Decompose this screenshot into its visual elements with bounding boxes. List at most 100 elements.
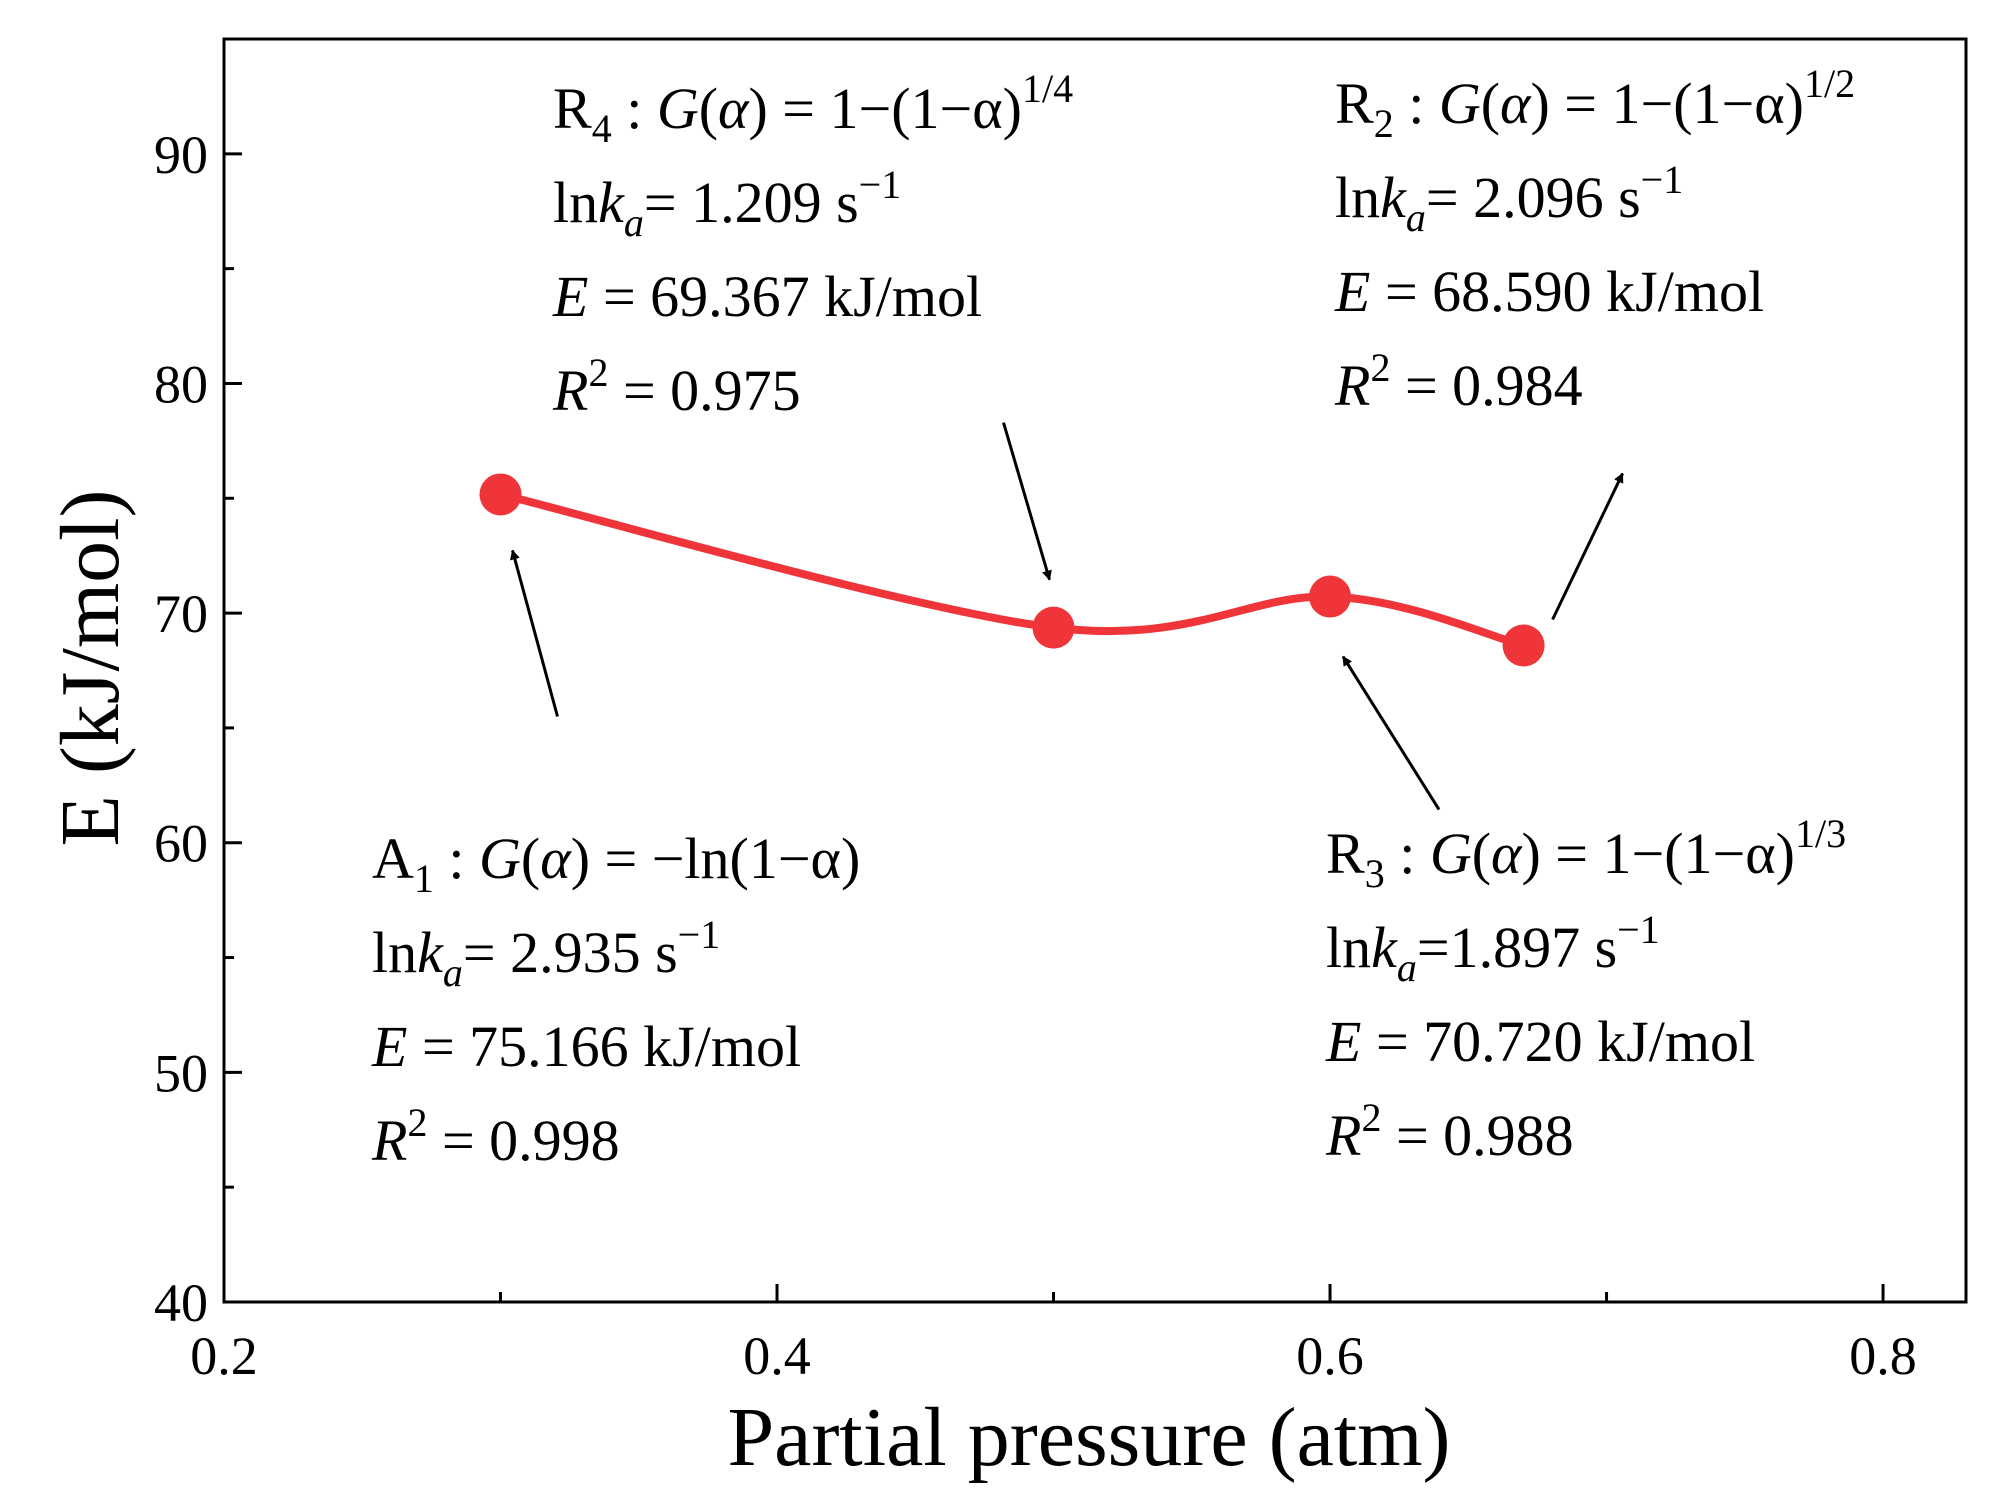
alpha-symbol: α <box>1500 71 1532 136</box>
x-tick-label: 0.8 <box>1849 1326 1917 1386</box>
g-symbol: G <box>1430 821 1472 886</box>
data-point <box>1502 624 1545 667</box>
r-exponent: 2 <box>1370 345 1390 390</box>
k-symbol: k <box>598 170 625 235</box>
model-subscript: 3 <box>1365 851 1385 896</box>
annotation-r2: R2 = 0.988 <box>1325 1095 1574 1168</box>
paren: ( <box>1472 821 1491 886</box>
y-tick-label: 80 <box>154 354 208 414</box>
e-symbol: E <box>552 264 588 329</box>
k-symbol: k <box>1380 165 1407 230</box>
annotation-layer: A1 : G(α) = −ln(1−α)lnka= 2.935 s−1E = 7… <box>371 61 1855 1173</box>
plot-layer: 0.2 0.4 0.6 0.8 40 50 60 70 80 90 <box>154 37 1968 1386</box>
r-symbol: R <box>552 358 588 423</box>
model-letter: R <box>1335 71 1374 136</box>
annotation-lnk: lnka= 2.935 s−1 <box>372 912 720 995</box>
e-value: = 70.720 kJ/mol <box>1361 1009 1755 1074</box>
g-exponent: 1/3 <box>1795 811 1846 856</box>
colon: : <box>612 76 657 141</box>
annotation-model: R2 : G(α) = 1−(1−α)1/2 <box>1335 61 1855 146</box>
annotation-arrow <box>510 549 559 717</box>
annotation-r2: R2 = 0.984 <box>1334 345 1583 418</box>
y-tick-label: 50 <box>154 1043 208 1103</box>
e-symbol: E <box>1325 1009 1361 1074</box>
e-value: = 68.590 kJ/mol <box>1370 259 1764 324</box>
annotation-energy: E = 70.720 kJ/mol <box>1325 1009 1755 1074</box>
annotation-r2: R2 = 0.998 <box>371 1100 620 1173</box>
annotation-block: R4 : G(α) = 1−(1−α)1/4 lnka= 1.209 s−1 E =… <box>552 66 1073 423</box>
lnk-value: = 2.935 s <box>463 920 678 985</box>
annotation-model: R4 : G(α) = 1−(1−α)1/4 <box>553 66 1073 151</box>
ln-symbol: ln <box>372 920 417 985</box>
annotation-arrow <box>1002 422 1052 581</box>
model-subscript: 4 <box>592 106 612 151</box>
series-line <box>496 490 1528 650</box>
annotation-model: R3 : G(α) = 1−(1−α)1/3 <box>1326 811 1846 896</box>
g-symbol: G <box>657 76 699 141</box>
r-symbol: R <box>371 1108 407 1173</box>
annotation-lnk: lnka=1.897 s−1 <box>1326 907 1660 990</box>
paren: ( <box>521 826 540 891</box>
annotation-energy: E = 75.166 kJ/mol <box>371 1014 801 1079</box>
lnk-exponent: −1 <box>859 162 902 207</box>
y-tick-label: 60 <box>154 814 208 874</box>
r-symbol: R <box>1325 1103 1361 1168</box>
g-expression: ) = 1−(1−α) <box>1530 71 1803 136</box>
annotation-block: R2 : G(α) = 1−(1−α)1/2 lnka= 2.096 s−1 E =… <box>1334 61 1855 418</box>
alpha-symbol: α <box>1491 821 1523 886</box>
model-letter: R <box>553 76 592 141</box>
r2-value: = 0.984 <box>1390 353 1582 418</box>
r2-value: = 0.998 <box>427 1108 619 1173</box>
alpha-symbol: α <box>540 826 572 891</box>
annotation-arrow <box>1341 655 1441 811</box>
g-exponent: 1/4 <box>1022 66 1073 111</box>
x-tick-label: 0.6 <box>1296 1326 1364 1386</box>
e-value: = 75.166 kJ/mol <box>407 1014 801 1079</box>
x-tick-label: 0.4 <box>743 1326 811 1386</box>
k-subscript: a <box>624 200 644 245</box>
lnk-exponent: −1 <box>1617 907 1660 952</box>
alpha-symbol: α <box>718 76 750 141</box>
g-exponent: 1/2 <box>1804 61 1855 106</box>
lnk-exponent: −1 <box>1641 157 1684 202</box>
lnk-value: = 2.096 s <box>1426 165 1641 230</box>
k-subscript: a <box>1406 195 1426 240</box>
ln-symbol: ln <box>1335 165 1380 230</box>
e-symbol: E <box>371 1014 407 1079</box>
k-subscript: a <box>1397 945 1417 990</box>
x-tick-label: 0.2 <box>190 1326 258 1386</box>
annotation-energy: E = 68.590 kJ/mol <box>1334 259 1764 324</box>
k-symbol: k <box>1371 915 1398 980</box>
annotation-arrow <box>1551 472 1624 621</box>
g-symbol: G <box>479 826 521 891</box>
model-letter: A <box>372 826 414 891</box>
e-symbol: E <box>1334 259 1370 324</box>
x-axis-title: Partial pressure (atm) <box>727 1391 1450 1484</box>
data-point <box>479 473 522 516</box>
model-letter: R <box>1326 821 1365 886</box>
r-exponent: 2 <box>588 350 608 395</box>
y-tick-label: 90 <box>154 125 208 185</box>
colon: : <box>1385 821 1430 886</box>
r2-value: = 0.975 <box>608 358 800 423</box>
r-exponent: 2 <box>407 1100 427 1145</box>
annotation-energy: E = 69.367 kJ/mol <box>552 264 982 329</box>
series-layer <box>479 473 1545 667</box>
colon: : <box>1394 71 1439 136</box>
g-symbol: G <box>1439 71 1481 136</box>
annotation-lnk: lnka= 1.209 s−1 <box>553 162 901 245</box>
r2-value: = 0.988 <box>1381 1103 1573 1168</box>
paren: ( <box>699 76 718 141</box>
ln-symbol: ln <box>1326 915 1371 980</box>
y-tick-label: 70 <box>154 584 208 644</box>
data-point <box>1309 575 1352 618</box>
lnk-exponent: −1 <box>678 912 721 957</box>
k-symbol: k <box>417 920 444 985</box>
plot-frame <box>222 37 1968 1304</box>
r-symbol: R <box>1334 353 1370 418</box>
model-subscript: 2 <box>1374 101 1394 146</box>
lnk-value: = 1.209 s <box>644 170 859 235</box>
g-expression: ) = 1−(1−α) <box>1521 821 1794 886</box>
